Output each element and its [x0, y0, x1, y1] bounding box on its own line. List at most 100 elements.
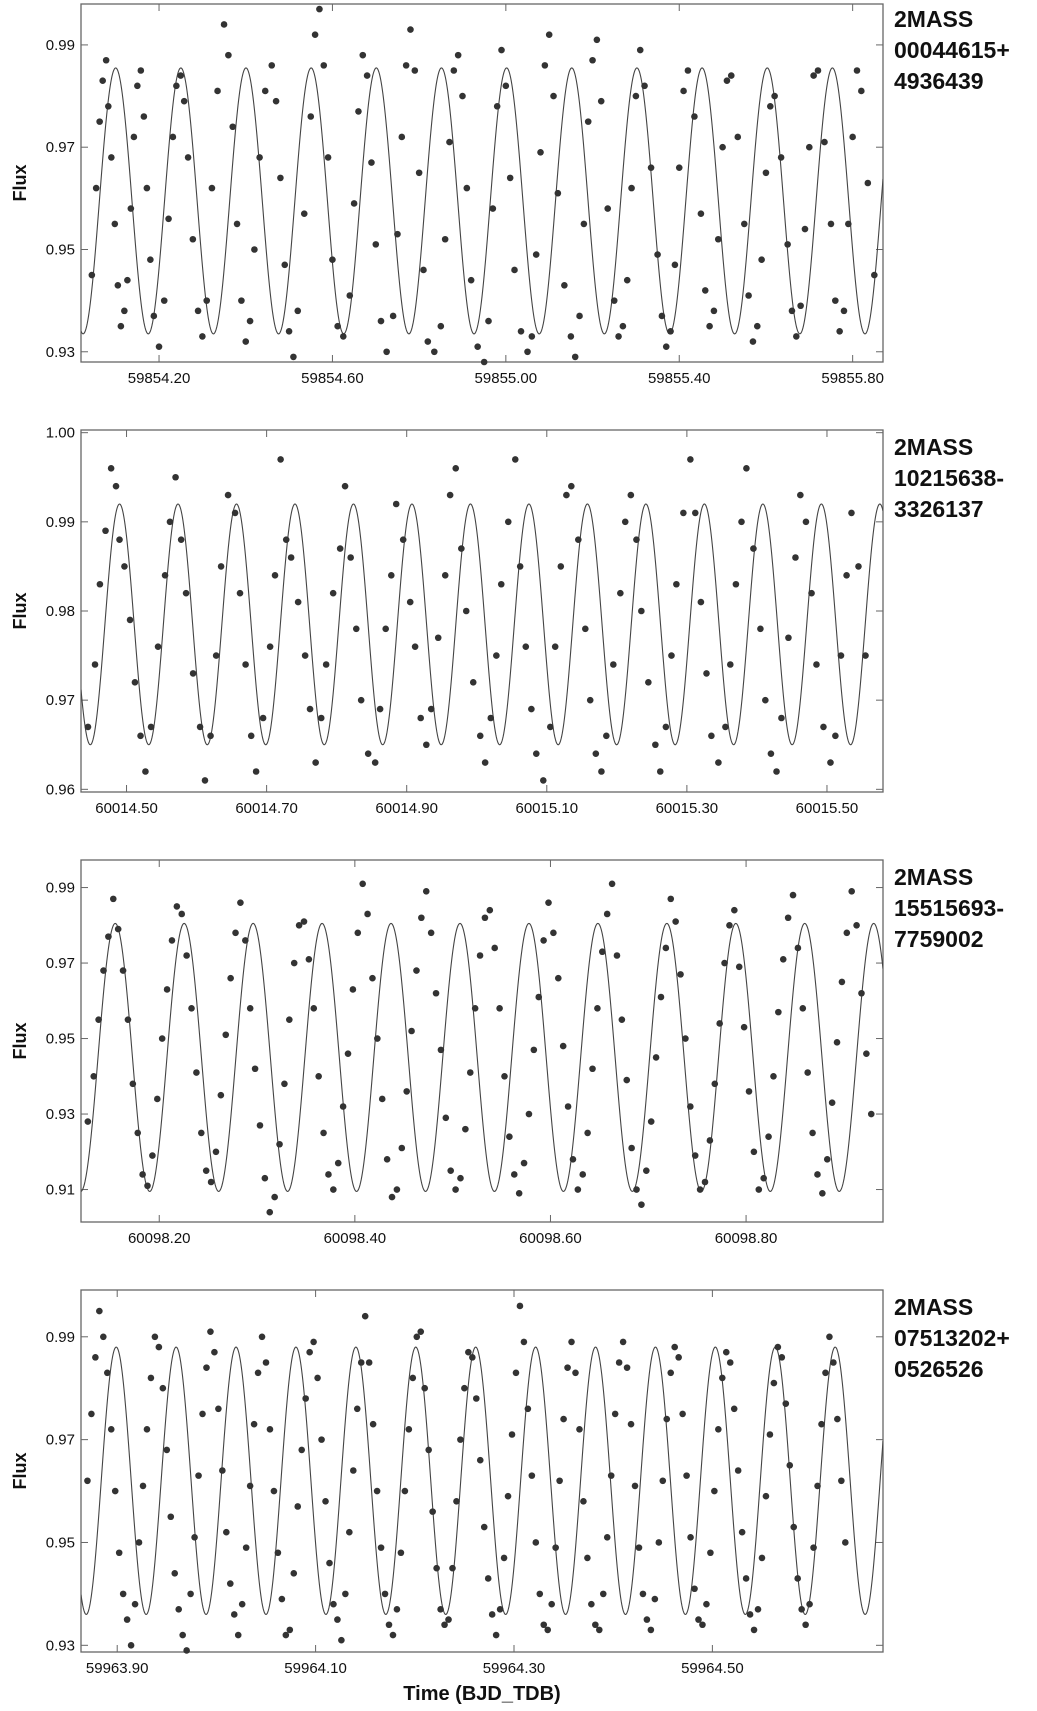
panel-2-data-point: [231, 509, 239, 517]
star-label-1-line-1: 2MASS: [894, 6, 974, 32]
panel-4-xtick-label: 59964.50: [681, 1660, 744, 1677]
panel-4-data-point: [794, 1575, 801, 1582]
panel-2-ylabel: Flux: [10, 592, 30, 629]
panel-2-data-point: [610, 661, 617, 668]
panel-1-data-point: [610, 297, 618, 304]
panel-2-data-point: [427, 705, 435, 713]
panel-4-data-point: [365, 1359, 373, 1366]
panel-4-data-point: [667, 1369, 675, 1377]
panel-2-data-point: [392, 500, 400, 508]
panel-4-data-point: [476, 1456, 484, 1464]
panel-2-data-point: [722, 723, 729, 731]
panel-1-data-point: [714, 235, 722, 243]
panel-3-data-point: [84, 1118, 92, 1125]
panel-2-data-point: [708, 732, 715, 740]
panel-1-data-point: [701, 287, 709, 294]
panel-1-data-point: [324, 154, 332, 161]
panel-4-data-point: [778, 1354, 786, 1361]
panel-4-data-point: [556, 1477, 563, 1485]
panel-2-data-point: [259, 714, 267, 722]
panel-4-data-point: [592, 1621, 599, 1629]
panel-1-data-point: [571, 353, 579, 361]
panel-3-data-point: [325, 1171, 332, 1178]
panel-2-data-point: [217, 563, 225, 570]
panel-1-data-point: [537, 149, 544, 156]
panel-1-data-point: [398, 133, 406, 141]
panel-3-data-point: [134, 1129, 142, 1137]
panel-2-data-point: [417, 714, 425, 722]
panel-4-data-point: [631, 1482, 639, 1490]
panel-4-data-point: [334, 1616, 341, 1623]
panel-4-data-point: [540, 1621, 548, 1629]
panel-2-data-point: [406, 598, 414, 606]
panel-2-data-point: [808, 589, 815, 597]
star-label-2-line-3: 3326137: [894, 496, 984, 522]
panel-4-data-point: [393, 1606, 401, 1613]
panel-3-data-point: [677, 971, 684, 978]
panel-1-data-point: [810, 72, 817, 79]
panel-4-data-point: [536, 1590, 544, 1598]
panel-2-data-point: [364, 750, 372, 757]
panel-1-data-point: [498, 46, 505, 54]
panel-2-ytick-label: 1.00: [46, 425, 75, 442]
panel-3-frame: [80, 859, 884, 1223]
panel-2-data-point: [341, 482, 349, 490]
panel-4-ytick-label: 0.99: [46, 1329, 75, 1346]
panel-3-data-point: [418, 914, 425, 922]
panel-1-data-point: [99, 77, 106, 85]
panel-2-data-point: [832, 732, 839, 740]
panel-2-data-point: [773, 768, 780, 775]
panel-4-data-point: [346, 1528, 353, 1536]
panel-1-data-point: [329, 256, 336, 264]
panel-4-data-point: [401, 1487, 409, 1495]
panel-2-data-point: [301, 652, 309, 659]
panel-4-data-point: [115, 1549, 123, 1557]
panel-4-data-point: [111, 1487, 119, 1495]
panel-3-data-point: [828, 1099, 836, 1107]
panel-4-data-point: [405, 1426, 413, 1433]
panel-2-data-point: [399, 536, 407, 543]
panel-1-data-point: [745, 292, 752, 299]
panel-4-data-point: [167, 1513, 175, 1521]
panel-4-data-point: [96, 1307, 103, 1315]
panel-2-data-point: [154, 643, 162, 650]
panel-4-data-point: [203, 1364, 210, 1371]
panel-4-data-point: [445, 1616, 452, 1623]
panel-1-data-point: [277, 174, 284, 182]
panel-3-data-point: [613, 952, 621, 959]
panel-4-data-point: [100, 1333, 107, 1341]
panel-4: 0.93 0.95 0.97 0.99 59963.90 59964.10 59964.30…: [10, 1289, 884, 1677]
panel-4-xtick-label: 59964.30: [483, 1660, 546, 1677]
panel-2-data-point: [452, 465, 460, 472]
star-label-4: 2MASS 07513202+ 0526526: [894, 1292, 1010, 1385]
panel-1-data-point: [238, 297, 245, 304]
panel-1-data-point: [111, 220, 119, 228]
panel-2-data-point: [91, 661, 99, 668]
panel-1-data-point: [134, 82, 141, 90]
panel-1-data-point: [402, 62, 410, 69]
panel-4-data-point: [552, 1544, 559, 1551]
panel-4-data-point: [254, 1369, 262, 1377]
panel-3-data-point: [271, 1193, 278, 1201]
panel-2-data-point: [441, 572, 449, 579]
panel-4-data-point: [826, 1333, 833, 1341]
panel-2-data-point: [142, 768, 149, 775]
panel-3-data-point: [168, 937, 176, 944]
panel-2-data-point: [317, 714, 325, 722]
star-label-1: 2MASS 00044615+ 4936439: [894, 4, 1010, 97]
panel-1-data-point: [233, 220, 241, 228]
panel-3-model-curve: [81, 922, 883, 1192]
panel-2-data-point: [617, 589, 624, 597]
panel-4-data-point: [163, 1446, 171, 1454]
panel-1-data-point: [561, 281, 568, 289]
panel-1-data-point: [334, 322, 341, 330]
panel-3-data-point: [114, 925, 122, 933]
panel-1-data-point: [105, 102, 112, 110]
panel-2-model-curve: [81, 503, 883, 746]
panel-1-data-point: [229, 123, 237, 131]
panel-2-data-point: [522, 643, 530, 650]
panel-4-data-point: [782, 1400, 790, 1407]
panel-2-data-point: [277, 456, 284, 463]
panel-3-data-point: [305, 955, 313, 963]
